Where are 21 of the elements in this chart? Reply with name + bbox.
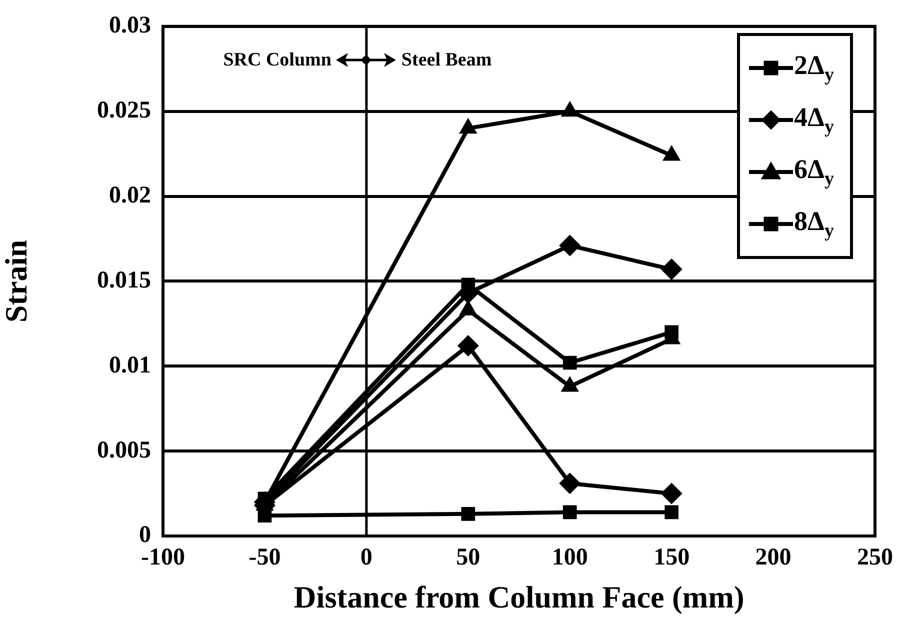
y-tick-label: 0.015 [97, 267, 151, 294]
legend-label: 6Δ$_{y}$ [794, 154, 834, 191]
legend-label: 4Δ$_{y}$ [794, 102, 834, 139]
y-tick-label: 0.02 [109, 182, 151, 208]
x-tick-label: 100 [552, 544, 588, 571]
y-tick-label: 0.01 [109, 352, 151, 378]
annotation: Steel Beam [401, 49, 492, 70]
x-tick-label: 250 [857, 544, 893, 571]
x-tick-label: 200 [755, 544, 792, 571]
y-axis-title: Strain [0, 240, 34, 323]
y-tick-label: 0.025 [97, 98, 151, 124]
annotation: SRC Column [223, 49, 332, 70]
legend-label: 8Δ$_{y}$ [794, 206, 834, 243]
y-tick-label: 0.005 [97, 437, 151, 464]
x-tick-label: 0 [360, 544, 372, 571]
y-tick-label: 0.03 [109, 12, 151, 39]
x-tick-label: 50 [456, 544, 480, 571]
x-tick-label: 150 [654, 544, 690, 571]
x-tick-label: -50 [248, 544, 281, 571]
legend-label: 2Δ$_{y}$ [794, 50, 834, 87]
x-axis-title: Distance from Column Face (mm) [294, 579, 744, 614]
